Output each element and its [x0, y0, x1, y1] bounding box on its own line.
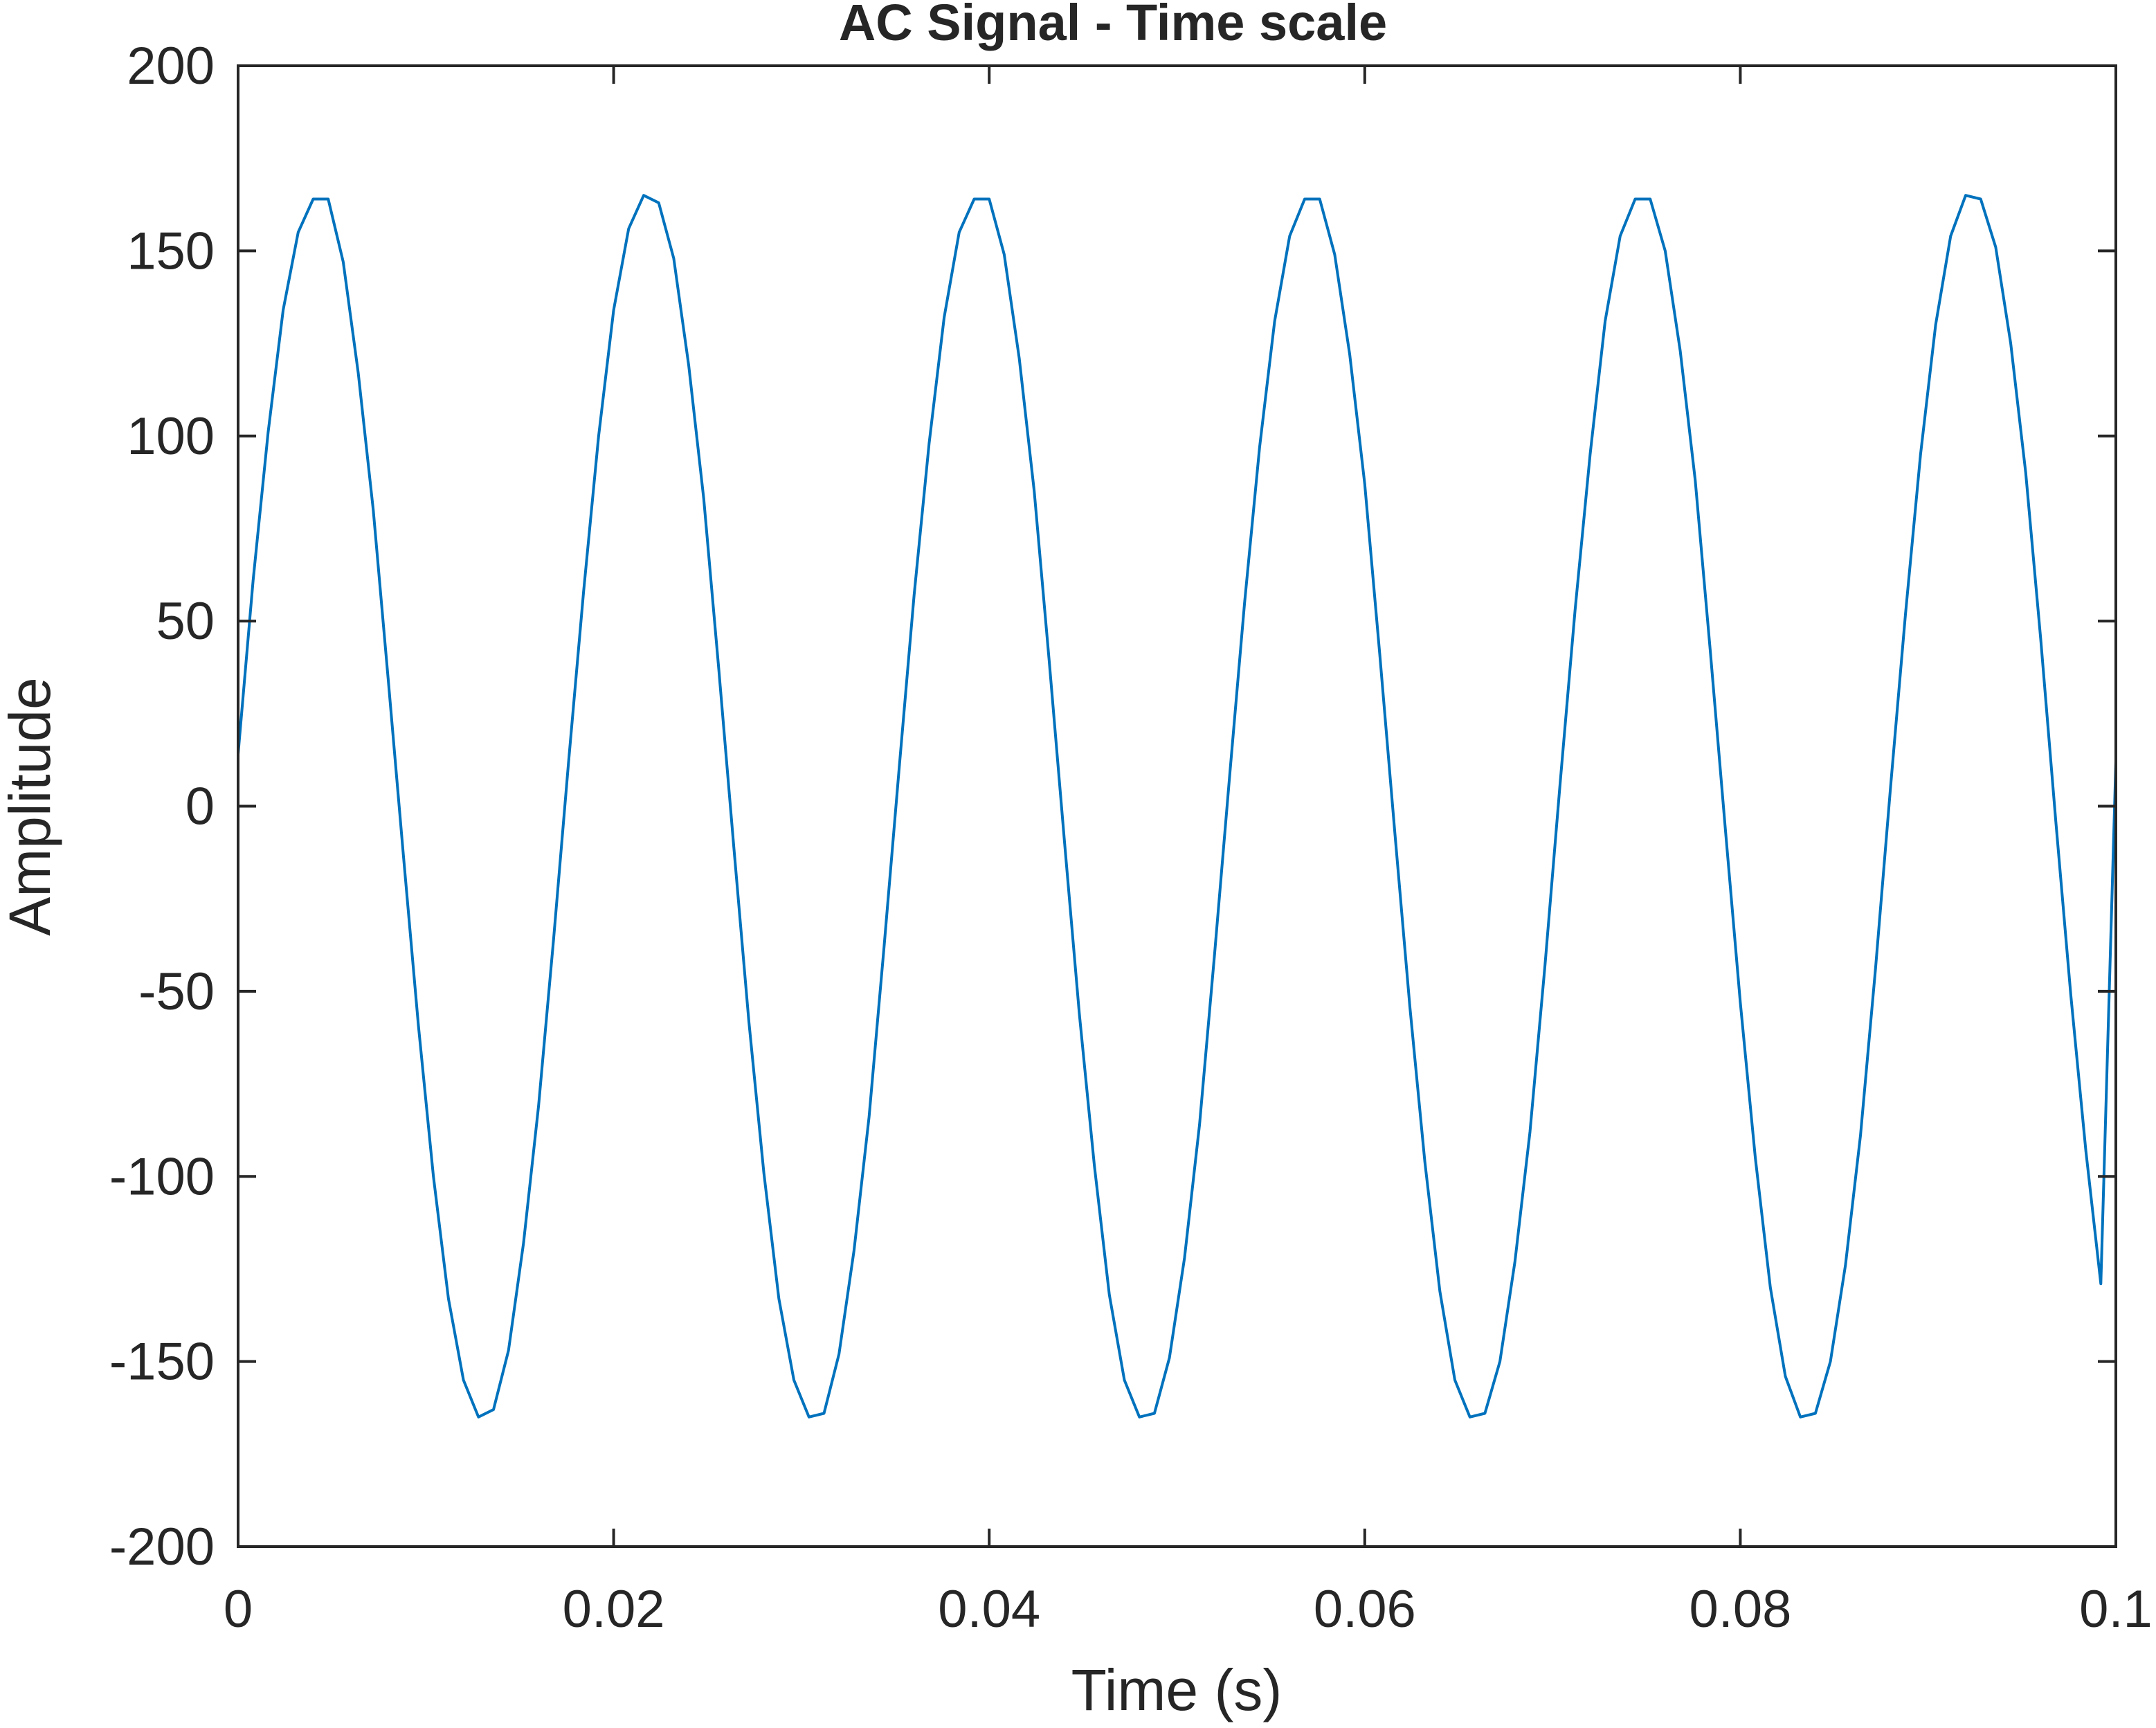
y-tick-label: 150 [127, 222, 215, 280]
x-axis-ticks: 0 0.02 0.04 0.06 0.08 0.1 [224, 66, 2153, 1639]
y-tick-label: 50 [156, 592, 215, 651]
y-axis-ticks: 200 150 100 50 0 -50 -100 -150 -200 [109, 37, 2116, 1576]
y-tick-label: -150 [109, 1333, 215, 1392]
axes-box [237, 64, 2117, 1548]
chart-title: AC Signal - Time scale [839, 0, 1387, 51]
y-tick-label: 100 [127, 407, 215, 466]
x-tick-label: 0.08 [1689, 1580, 1791, 1639]
x-tick-label: 0.1 [2079, 1580, 2153, 1639]
y-tick-label: -200 [109, 1518, 215, 1576]
y-tick-label: -100 [109, 1147, 215, 1206]
x-tick-label: 0 [224, 1580, 253, 1639]
y-tick-label: 200 [127, 37, 215, 96]
y-axis-label: Amplitude [0, 677, 62, 936]
y-tick-label: 0 [185, 777, 215, 836]
x-axis-label: Time (s) [1071, 1657, 1283, 1722]
x-tick-label: 0.06 [1314, 1580, 1416, 1639]
y-tick-label: -50 [138, 962, 215, 1021]
x-tick-label: 0.02 [563, 1580, 665, 1639]
x-tick-label: 0.04 [938, 1580, 1040, 1639]
plot-area [237, 194, 2117, 1419]
series-line-0 [237, 194, 2117, 1419]
